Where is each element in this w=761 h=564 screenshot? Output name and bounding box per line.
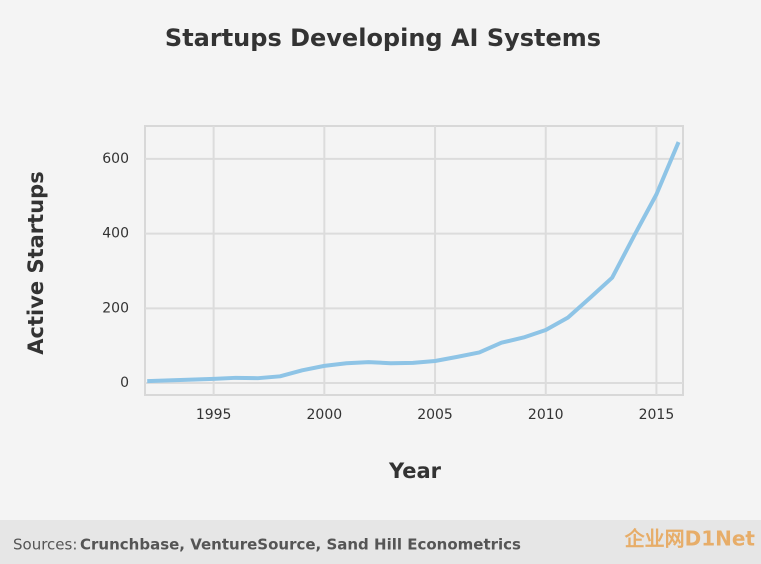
y-tick-label: 600 [102,151,129,167]
source: Crunchbase, VentureSource, Sand Hill Eco… [80,536,521,554]
x-tick-label: 2005 [417,407,453,423]
x-tick-label: 1995 [196,407,232,423]
x-tick-label: 2015 [639,407,675,423]
plot-area [144,125,684,396]
x-tick-label: 2000 [307,407,343,423]
chart-title: Startups Developing AI Systems [165,24,601,52]
y-tick-label: 0 [120,375,129,391]
source-prefix: Sources: [13,536,77,554]
x-axis-label: Year [388,459,442,483]
y-tick-label: 200 [102,300,129,316]
data-line [147,141,681,384]
x-tick-label: 2010 [528,407,564,423]
footer-band [0,520,761,564]
y-axis-label: Active Startups [24,171,48,354]
watermark: 企业网D1Net [624,527,756,551]
y-tick-label: 400 [102,226,129,242]
